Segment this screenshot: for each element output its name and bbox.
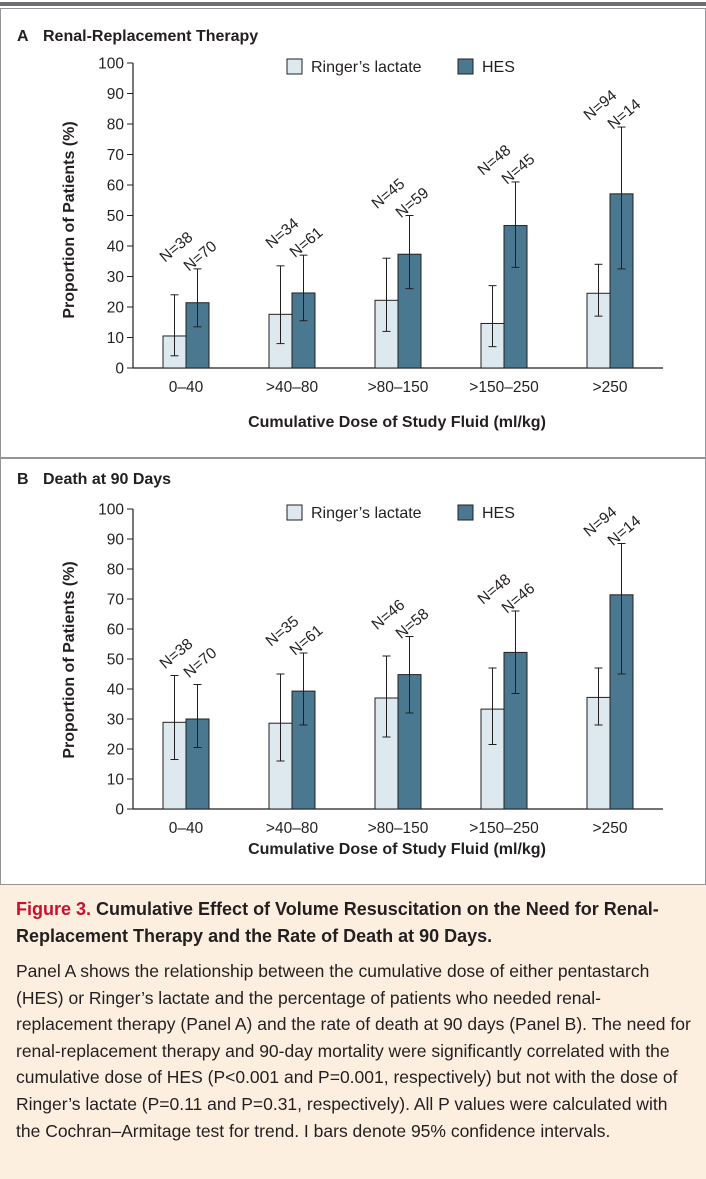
y-tick-label: 80 (107, 117, 125, 134)
y-tick-label: 40 (107, 682, 125, 699)
x-tick-label: >250 (593, 820, 628, 837)
plot-area-a: 01020304050607080901000–40N=38N=70>40–80… (98, 56, 663, 396)
plot-area-b: 01020304050607080901000–40N=38N=70>40–80… (98, 502, 663, 837)
x-axis-label-b: Cumulative Dose of Study Fluid (ml/kg) (248, 841, 546, 858)
figure-title: Cumulative Effect of Volume Resuscitatio… (16, 899, 659, 946)
legend-label-hes: HES (482, 59, 515, 76)
y-tick-label: 70 (107, 592, 125, 609)
chart-death-90-days: B Death at 90 Days Proportion of Patient… (17, 471, 663, 858)
legend-swatch-hes (457, 58, 474, 75)
y-tick-label: 70 (107, 147, 125, 164)
figure-label: Figure 3. (16, 899, 92, 919)
y-tick-label: 50 (107, 208, 125, 225)
y-tick-label: 10 (107, 330, 125, 347)
y-tick-label: 10 (107, 772, 125, 789)
y-axis-label-a: Proportion of Patients (%) (61, 121, 78, 318)
y-tick-label: 20 (107, 300, 125, 317)
y-tick-label: 50 (107, 652, 125, 669)
caption-title: Figure 3. Cumulative Effect of Volume Re… (16, 896, 696, 950)
y-tick-label: 0 (115, 361, 124, 378)
panel-b: B Death at 90 Days Proportion of Patient… (0, 458, 706, 885)
panel-letter-b: B (17, 471, 29, 488)
y-tick-label: 90 (107, 86, 125, 103)
panel-a: A Renal-Replacement Therapy Proportion o… (0, 8, 706, 458)
legend-label-hes: HES (482, 505, 515, 522)
legend-label-ringers: Ringer’s lactate (311, 505, 422, 522)
y-tick-label: 80 (107, 562, 125, 579)
x-tick-label: >150–250 (469, 820, 539, 837)
y-tick-label: 100 (98, 502, 124, 519)
x-tick-label: >250 (593, 379, 628, 396)
legend-swatch-ringers (286, 504, 303, 521)
x-tick-label: >40–80 (266, 820, 319, 837)
panel-title-b: Death at 90 Days (43, 471, 171, 488)
x-tick-label: >80–150 (368, 379, 429, 396)
caption-text: Panel A shows the relationship between t… (16, 961, 691, 1141)
y-tick-label: 30 (107, 712, 125, 729)
x-tick-label: >40–80 (266, 379, 319, 396)
chart-renal-replacement: A Renal-Replacement Therapy Proportion o… (17, 28, 663, 431)
x-tick-label: 0–40 (169, 379, 204, 396)
y-tick-label: 60 (107, 622, 125, 639)
top-rule (0, 2, 706, 6)
y-tick-label: 0 (115, 802, 124, 819)
y-tick-label: 20 (107, 742, 125, 759)
y-tick-label: 40 (107, 239, 125, 256)
x-axis-label-a: Cumulative Dose of Study Fluid (ml/kg) (248, 414, 546, 431)
legend-swatch-ringers (286, 58, 303, 75)
panel-letter-a: A (17, 28, 29, 45)
y-tick-label: 90 (107, 532, 125, 549)
y-tick-label: 30 (107, 269, 125, 286)
panel-title-a: Renal-Replacement Therapy (43, 28, 258, 45)
legend-label-ringers: Ringer’s lactate (311, 59, 422, 76)
y-tick-label: 60 (107, 178, 125, 195)
x-tick-label: 0–40 (169, 820, 204, 837)
caption-box (0, 885, 706, 1179)
x-tick-label: >80–150 (368, 820, 429, 837)
y-tick-label: 100 (98, 56, 124, 73)
y-axis-label-b: Proportion of Patients (%) (61, 561, 78, 758)
legend-swatch-hes (457, 504, 474, 521)
x-tick-label: >150–250 (469, 379, 539, 396)
